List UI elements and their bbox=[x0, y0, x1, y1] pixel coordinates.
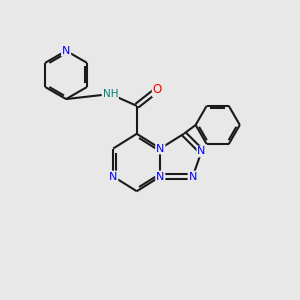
Text: O: O bbox=[153, 83, 162, 96]
Text: N: N bbox=[188, 172, 197, 182]
Text: N: N bbox=[109, 172, 117, 182]
Text: N: N bbox=[156, 143, 164, 154]
Text: N: N bbox=[156, 172, 164, 182]
Text: NH: NH bbox=[103, 89, 118, 99]
Text: N: N bbox=[197, 146, 206, 157]
Text: N: N bbox=[62, 46, 70, 56]
